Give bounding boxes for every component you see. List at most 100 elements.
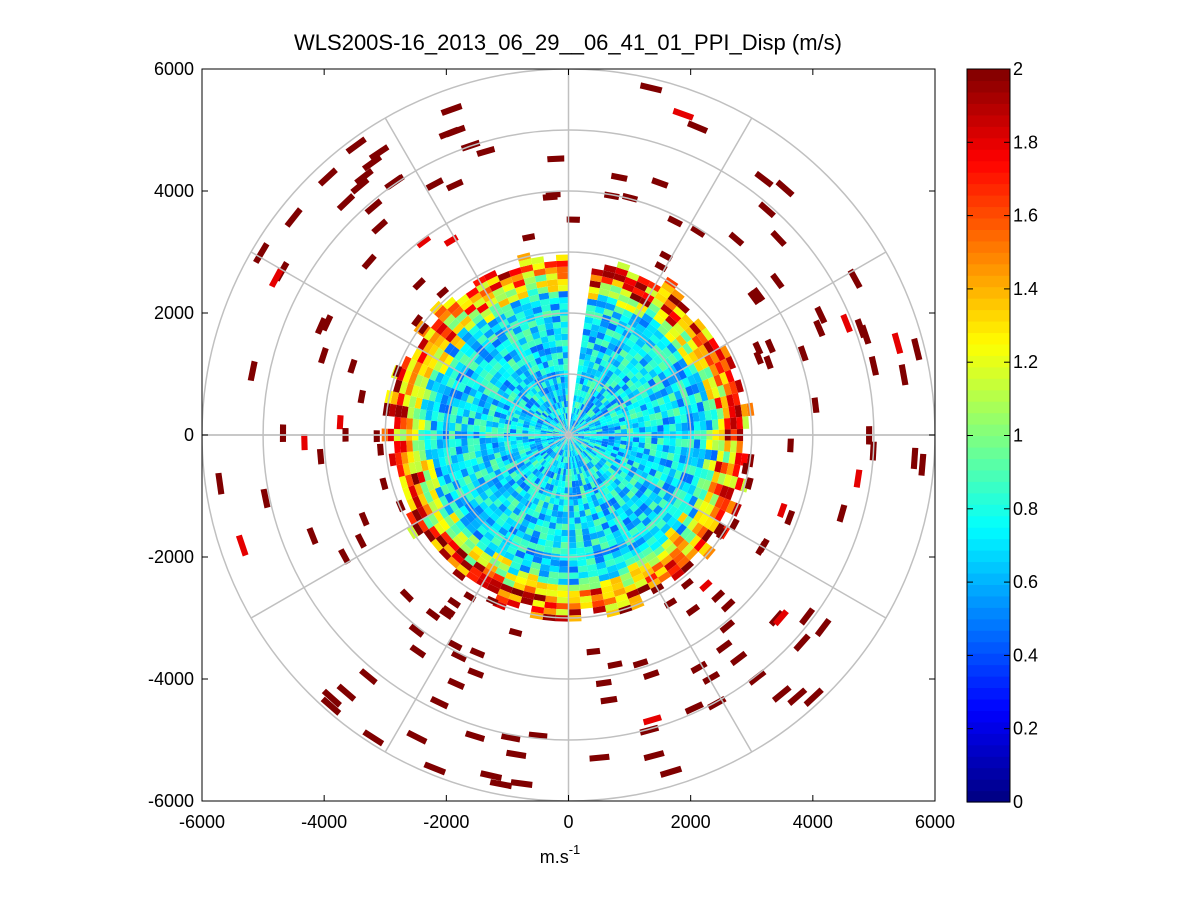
- ppi-cell: [501, 392, 510, 400]
- ppi-cell: [400, 405, 409, 419]
- ppi-cell: [573, 414, 578, 421]
- ppi-cell: [454, 423, 462, 432]
- ppi-cell: [499, 396, 508, 404]
- ppi-cell: [509, 436, 517, 442]
- ppi-cell: [615, 560, 628, 571]
- ppi-cell: [476, 405, 484, 414]
- ppi-cell: [522, 590, 535, 600]
- ppi-cell: [614, 325, 625, 335]
- ppi-cell: [613, 422, 621, 427]
- ppi-cell: [506, 598, 521, 609]
- ppi-cell: [584, 385, 590, 393]
- ppi-cell: [734, 477, 744, 491]
- ppi-cell: [590, 538, 600, 546]
- ppi-cell: [571, 443, 575, 450]
- ppi-cell: [572, 486, 577, 494]
- ppi-cell: [536, 445, 544, 450]
- ppi-cell: [376, 443, 384, 456]
- ppi-cell: [641, 312, 654, 324]
- ppi-cell: [459, 353, 470, 365]
- ppi-cell: [497, 401, 505, 409]
- ppi-cell: [543, 387, 550, 395]
- ppi-cell: [677, 490, 688, 501]
- ppi-cell: [574, 422, 579, 428]
- ppi-cell: [390, 391, 399, 405]
- ppi-cell: [468, 451, 477, 460]
- ppi-cell: [577, 559, 587, 567]
- ppi-cell: [533, 412, 541, 418]
- ppi-cell: [510, 371, 520, 380]
- ppi-cell: [660, 303, 673, 316]
- ppi-cell: [560, 449, 565, 457]
- ppi-cell: [478, 501, 489, 511]
- ppi-cell: [500, 303, 513, 314]
- ppi-cell: [541, 395, 548, 403]
- ppi-cell: [489, 578, 503, 589]
- ppi-cell: [672, 361, 683, 373]
- ppi-cell: [619, 471, 628, 479]
- ppi-cell: [625, 379, 634, 388]
- ppi-cell: [492, 286, 505, 298]
- ppi-cell: [510, 424, 517, 430]
- ppi-cell: [463, 385, 472, 395]
- colorbar-swatch: [967, 229, 1010, 242]
- ppi-cell: [364, 198, 383, 215]
- ppi-cell: [336, 193, 356, 212]
- ppi-cell: [516, 429, 523, 434]
- ppi-cell: [551, 510, 558, 518]
- ppi-cell: [562, 388, 566, 396]
- ppi-cell: [436, 286, 450, 299]
- ppi-cell: [579, 510, 586, 518]
- ppi-cell: [550, 559, 560, 567]
- colorbar-tick-label: 0.6: [1013, 572, 1038, 592]
- colorbar-swatch: [967, 320, 1010, 334]
- ppi-cell: [590, 404, 597, 411]
- ppi-cell: [601, 422, 608, 427]
- ppi-cell: [438, 506, 449, 519]
- ppi-cell: [753, 350, 764, 365]
- ppi-cell: [608, 439, 615, 444]
- ppi-cell: [577, 396, 583, 403]
- ppi-cell: [672, 551, 686, 564]
- ppi-cell: [698, 344, 710, 357]
- ppi-cell: [572, 432, 579, 435]
- ppi-cell: [611, 311, 623, 321]
- ppi-cell: [586, 455, 593, 462]
- ppi-cell: [559, 303, 569, 310]
- ppi-cell: [566, 444, 568, 451]
- ppi-cell: [672, 508, 683, 520]
- ppi-cell: [534, 439, 542, 444]
- ppi-cell: [588, 526, 597, 535]
- ppi-cell: [454, 470, 464, 480]
- ppi-cell: [722, 406, 731, 419]
- ppi-cell: [649, 334, 661, 345]
- ppi-cell: [431, 448, 439, 459]
- ppi-cell: [539, 298, 551, 307]
- ppi-cell: [497, 271, 511, 282]
- ppi-cell: [501, 338, 512, 349]
- ppi-cell: [663, 438, 670, 446]
- ppi-cell: [464, 554, 477, 567]
- ppi-cell: [699, 468, 709, 480]
- ppi-cell: [411, 314, 424, 328]
- ppi-cell: [485, 420, 493, 427]
- ppi-cell: [578, 577, 590, 585]
- ppi-cell: [624, 303, 637, 314]
- ppi-cell: [568, 517, 575, 525]
- ppi-cell: [590, 324, 600, 332]
- ppi-cell: [540, 435, 547, 438]
- ppi-cell: [503, 482, 512, 491]
- ppi-cell: [460, 392, 469, 402]
- ppi-cell: [598, 535, 608, 545]
- colorbar-swatch: [967, 240, 1010, 253]
- ppi-cell: [569, 438, 572, 445]
- ppi-cell: [590, 430, 597, 433]
- ppi-cell: [462, 452, 471, 461]
- ppi-cell: [581, 412, 587, 419]
- ppi-cell: [663, 424, 670, 432]
- ppi-cell: [617, 362, 626, 372]
- ppi-cell: [504, 572, 518, 582]
- ppi-cell: [716, 450, 725, 463]
- ppi-cell: [546, 437, 554, 441]
- ppi-cell: [589, 532, 599, 541]
